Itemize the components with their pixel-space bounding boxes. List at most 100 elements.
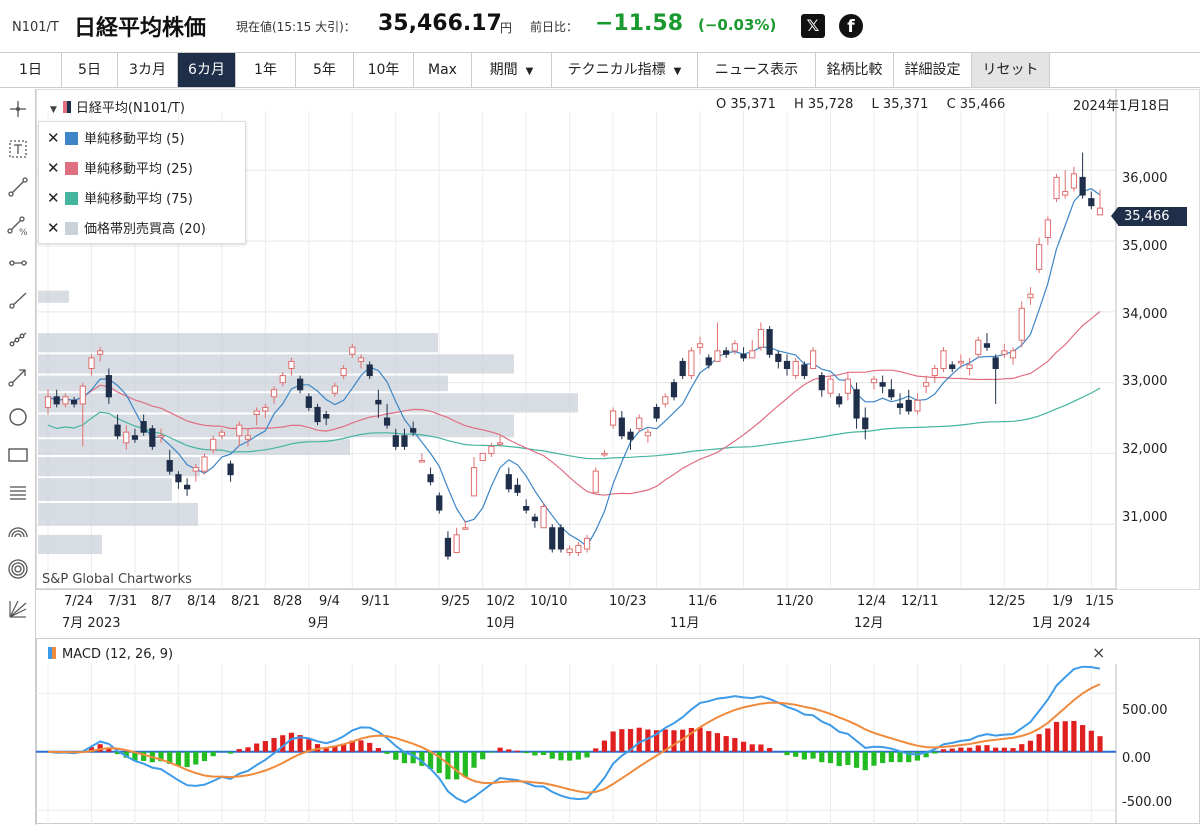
text-tool-icon[interactable] bbox=[4, 135, 32, 163]
macd-histogram-bar bbox=[497, 747, 503, 752]
macd-title: MACD (12, 26, 9) bbox=[48, 647, 173, 662]
remove-indicator-icon[interactable]: ✕ bbox=[47, 129, 60, 147]
close-value: C 35,466 bbox=[946, 97, 1006, 112]
candle-body bbox=[540, 506, 547, 529]
tab-5y[interactable]: 5年 bbox=[296, 53, 354, 87]
candle-body bbox=[949, 364, 956, 369]
macd-histogram-bar bbox=[819, 751, 825, 763]
x-tick-label: 11/6 bbox=[688, 594, 718, 609]
tab-5d[interactable]: 5日 bbox=[62, 53, 118, 87]
high-value: H 35,728 bbox=[794, 97, 854, 112]
candle-body bbox=[809, 350, 817, 369]
price-change: −11.58 bbox=[595, 11, 684, 36]
candle-body bbox=[836, 396, 843, 405]
month-label: 11月 bbox=[670, 616, 700, 631]
y-tick-label: 36,000 bbox=[1122, 171, 1168, 186]
candle-body bbox=[749, 350, 756, 359]
remove-indicator-icon[interactable]: ✕ bbox=[47, 189, 60, 207]
technical-dropdown[interactable]: テクニカル指標 ▼ bbox=[552, 53, 698, 87]
candle-body bbox=[914, 399, 921, 412]
fibonacci-circle-icon[interactable] bbox=[4, 555, 32, 583]
tab-max[interactable]: Max bbox=[414, 53, 472, 87]
close-macd-icon[interactable]: × bbox=[1092, 643, 1106, 662]
y-tick-label: 33,000 bbox=[1122, 374, 1168, 389]
candle-body bbox=[644, 431, 652, 437]
crosshair-icon[interactable] bbox=[4, 95, 32, 123]
ohlc-readout: O 35,371 H 35,728 L 35,371 C 35,466 bbox=[716, 97, 1019, 112]
macd-histogram-bar bbox=[784, 751, 790, 756]
macd-histogram-bar bbox=[506, 749, 512, 752]
fan-tool-icon[interactable] bbox=[4, 595, 32, 623]
rectangle-tool-icon[interactable] bbox=[4, 441, 32, 469]
macd-histogram-bar bbox=[932, 751, 938, 754]
tab-10y[interactable]: 10年 bbox=[354, 53, 414, 87]
candle-body bbox=[70, 399, 78, 405]
x-tick-label: 8/7 bbox=[151, 594, 172, 609]
period-dropdown[interactable]: 期間 ▼ bbox=[472, 53, 552, 87]
candle-body bbox=[731, 343, 738, 352]
macd-histogram-bar bbox=[393, 751, 399, 760]
remove-indicator-icon[interactable]: ✕ bbox=[47, 219, 60, 237]
candle-body bbox=[514, 484, 521, 493]
ray-line-icon[interactable] bbox=[4, 287, 32, 315]
x-tick-label: 10/2 bbox=[486, 594, 516, 609]
arrow-line-icon[interactable] bbox=[4, 363, 32, 391]
candle-body bbox=[862, 417, 869, 430]
candle-body bbox=[888, 389, 895, 398]
tab-1d[interactable]: 1日 bbox=[0, 53, 62, 87]
tab-6m[interactable]: 6カ月 bbox=[178, 53, 236, 87]
index-name: 日経平均株価 bbox=[74, 16, 207, 41]
macd-y-tick: -500.00 bbox=[1122, 795, 1173, 810]
circle-tool-icon[interactable] bbox=[4, 403, 32, 431]
volume-profile-bar bbox=[38, 414, 514, 438]
macd-histogram-bar bbox=[141, 751, 147, 761]
collapse-caret-icon[interactable]: ▼ bbox=[50, 105, 57, 115]
volume-profile-bar bbox=[38, 290, 69, 303]
candle-body bbox=[1027, 293, 1034, 299]
fibonacci-arc-icon[interactable] bbox=[4, 517, 32, 545]
x-tick-label: 8/28 bbox=[273, 594, 303, 609]
horizontal-line-icon[interactable] bbox=[4, 249, 32, 277]
y-tick-label: 34,000 bbox=[1122, 307, 1168, 322]
x-tick-label: 12/11 bbox=[901, 594, 939, 609]
macd-histogram-bar bbox=[645, 729, 651, 752]
news-button[interactable]: ニュース表示 bbox=[698, 53, 816, 87]
macd-histogram-bar bbox=[367, 742, 373, 752]
macd-histogram-bar bbox=[332, 745, 338, 752]
volume-profile-bar bbox=[38, 478, 172, 501]
compare-button[interactable]: 銘柄比較 bbox=[816, 53, 894, 87]
candle-body bbox=[983, 343, 991, 348]
macd-histogram-bar bbox=[480, 751, 486, 760]
macd-histogram-bar bbox=[880, 751, 886, 764]
percent-line-icon[interactable]: % bbox=[4, 211, 32, 239]
macd-histogram-bar bbox=[254, 743, 260, 752]
candle-body bbox=[740, 353, 747, 359]
candle-body bbox=[775, 353, 782, 362]
x-tick-label: 8/14 bbox=[187, 594, 217, 609]
legend-item-sma25: ✕ 単純移動平均 (25) bbox=[47, 158, 193, 178]
price-change-percent: (−0.03%) bbox=[698, 16, 777, 34]
settings-button[interactable]: 詳細設定 bbox=[894, 53, 972, 87]
remove-indicator-icon[interactable]: ✕ bbox=[47, 159, 60, 177]
macd-histogram-bar bbox=[349, 740, 355, 752]
fibonacci-icon[interactable] bbox=[4, 479, 32, 507]
tab-3m[interactable]: 3カ月 bbox=[118, 53, 178, 87]
macd-histogram-bar bbox=[175, 751, 182, 766]
macd-histogram-bar bbox=[906, 751, 912, 763]
legend-label: 単純移動平均 (75) bbox=[84, 192, 193, 207]
candle-body bbox=[410, 428, 417, 433]
candle-body bbox=[279, 375, 286, 384]
x-share-icon[interactable]: 𝕏 bbox=[801, 14, 825, 38]
facebook-share-icon[interactable]: f bbox=[839, 14, 863, 38]
trendline-icon[interactable] bbox=[4, 173, 32, 201]
macd-histogram-bar bbox=[88, 747, 95, 752]
candle-body bbox=[175, 474, 182, 483]
reset-button[interactable]: リセット bbox=[972, 53, 1050, 87]
candle-body bbox=[992, 357, 999, 369]
tab-1y[interactable]: 1年 bbox=[236, 53, 296, 87]
chart-area[interactable]: ▼ 日経平均(N101/T) O 35,371 H 35,728 L 35,371… bbox=[36, 89, 1200, 825]
candle-body bbox=[488, 445, 495, 454]
candle-body bbox=[470, 467, 478, 497]
macd-histogram-bar bbox=[167, 751, 173, 764]
channel-icon[interactable] bbox=[4, 325, 32, 353]
